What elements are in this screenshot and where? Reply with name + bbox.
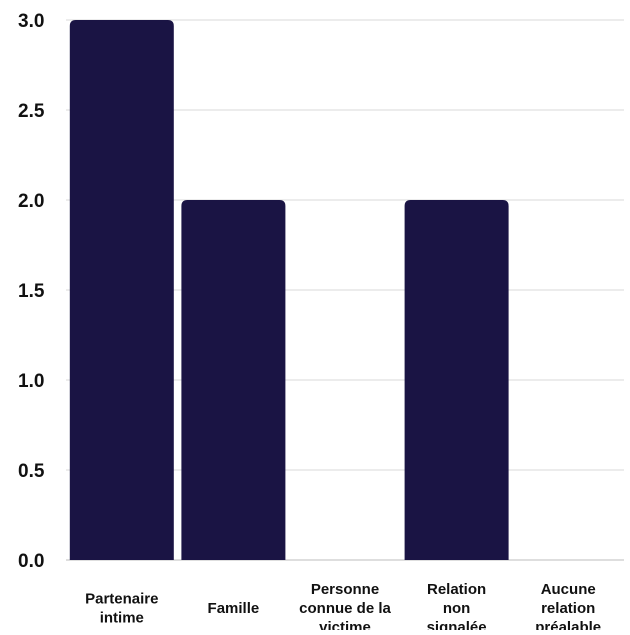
x-tick-label: Personne connue de la victime xyxy=(299,581,391,630)
y-tick-label: 1.0 xyxy=(18,371,44,392)
y-axis-ticks: 0.0 0.5 1.0 1.5 2.0 2.5 3.0 xyxy=(18,11,45,572)
y-tick-label: 0.5 xyxy=(18,461,45,482)
y-tick-label: 3.0 xyxy=(18,11,44,32)
y-tick-label: 2.0 xyxy=(18,191,44,212)
x-tick-label: Famille xyxy=(208,600,260,617)
y-tick-label: 1.5 xyxy=(18,281,45,302)
x-tick-label: Aucune relation préalable xyxy=(535,581,601,630)
bar xyxy=(181,200,286,560)
bar xyxy=(69,20,174,560)
x-axis-ticks: Partenaire intime Famille Personne connue de… xyxy=(85,581,601,635)
x-tick-label: Relation non signalée xyxy=(427,581,487,630)
y-tick-label: 0.0 xyxy=(18,551,44,572)
bars xyxy=(69,20,509,560)
bar xyxy=(404,200,509,560)
y-tick-label: 2.5 xyxy=(18,101,45,122)
x-tick-label: Partenaire intime xyxy=(85,591,158,627)
